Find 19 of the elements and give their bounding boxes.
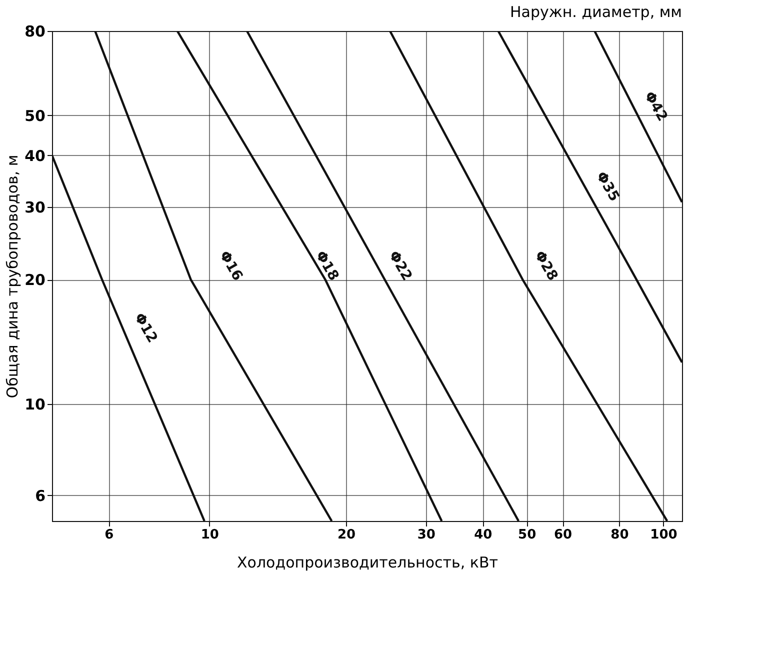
- x-tick-label: 60: [554, 528, 572, 542]
- chart-title: Наружн. диаметр, мм: [510, 3, 682, 21]
- y-axis-title: Общая дина трубопроводов, м: [4, 154, 22, 398]
- x-tick-label: 6: [104, 528, 114, 542]
- x-tick-label: 50: [518, 528, 536, 542]
- x-tick-label: 40: [474, 528, 492, 542]
- y-tick-label: 80: [24, 22, 46, 40]
- y-tick-label: 20: [24, 271, 46, 290]
- y-tick-label: 50: [24, 106, 46, 125]
- x-tick-label: 30: [417, 528, 436, 542]
- y-tick-label: 10: [24, 395, 46, 414]
- y-tick-label: 6: [35, 486, 46, 505]
- x-tick-label: 20: [337, 528, 356, 542]
- y-tick-label: 40: [24, 146, 46, 165]
- x-axis-title: Холодопроизводительность, кВт: [237, 554, 498, 572]
- x-tick-label: 10: [200, 528, 219, 542]
- x-tick-label: 80: [610, 528, 629, 542]
- y-tick-label: 30: [24, 198, 46, 216]
- x-tick-label: 100: [650, 528, 678, 542]
